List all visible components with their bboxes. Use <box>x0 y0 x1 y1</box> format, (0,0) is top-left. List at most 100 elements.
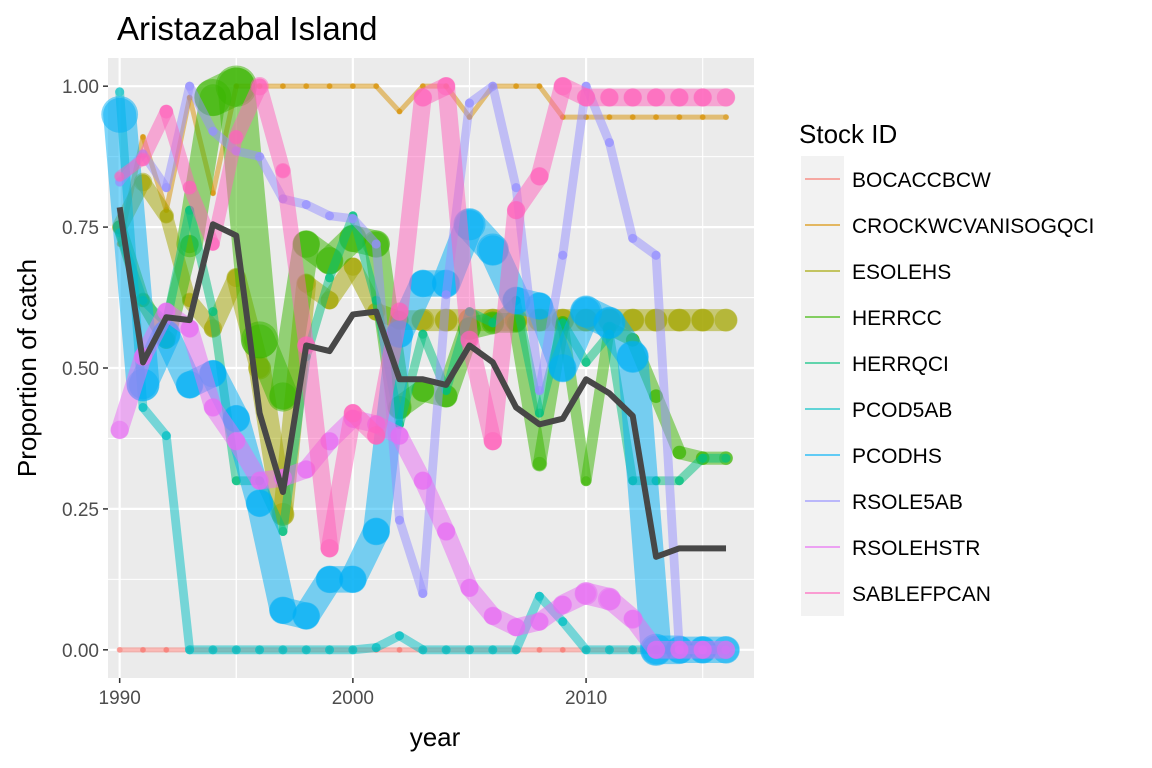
data-point <box>418 588 428 599</box>
legend-label: ESOLEHS <box>852 261 951 284</box>
chart-title: Aristazabal Island <box>117 10 377 47</box>
data-point <box>362 517 390 546</box>
y-axis-title: Proportion of catch <box>12 259 42 477</box>
legend: Stock ID BOCACCBCW CROCKWCVANISOGQCI ESOLE… <box>799 119 1094 616</box>
legend-label: SABLEFPCAN <box>852 583 991 606</box>
data-point <box>464 98 475 108</box>
series-segment <box>605 138 638 243</box>
series-segment <box>185 81 218 136</box>
data-point <box>441 290 451 300</box>
data-point <box>180 319 199 338</box>
data-point <box>413 471 433 490</box>
data-point <box>460 578 479 598</box>
data-point <box>418 329 428 339</box>
data-point <box>534 591 545 601</box>
data-point <box>699 114 706 121</box>
series-segment <box>558 81 591 260</box>
series-segment <box>348 214 381 249</box>
data-point <box>559 646 566 653</box>
legend-item-sablefpcan: SABLEFPCAN <box>801 570 991 616</box>
data-point <box>691 308 715 332</box>
data-point <box>581 357 591 367</box>
legend-label: BOCACCBCW <box>852 169 991 192</box>
legend-item-rsole5ab: RSOLE5AB <box>801 478 963 524</box>
aggregate-line <box>116 206 727 560</box>
data-point <box>616 340 649 373</box>
data-point <box>574 581 598 605</box>
data-point <box>343 257 363 276</box>
data-point <box>558 250 568 260</box>
data-point <box>600 88 619 107</box>
data-point <box>676 114 683 121</box>
data-point <box>530 167 549 186</box>
data-point <box>483 606 503 626</box>
data-point <box>418 645 428 655</box>
data-point <box>476 233 509 266</box>
data-point <box>278 645 288 655</box>
legend-title: Stock ID <box>799 119 897 149</box>
data-point <box>409 269 437 298</box>
series-segment <box>530 77 572 186</box>
data-point <box>276 163 290 178</box>
series-segment <box>511 295 544 418</box>
data-point <box>396 646 403 653</box>
data-point <box>651 250 661 260</box>
data-point <box>536 646 543 653</box>
data-point <box>534 408 545 418</box>
data-point <box>390 302 409 321</box>
data-point <box>534 385 545 396</box>
data-point <box>488 645 498 655</box>
data-point <box>530 612 549 631</box>
data-point <box>115 171 125 181</box>
data-point <box>115 87 125 97</box>
data-point <box>139 133 146 140</box>
data-point <box>159 208 174 223</box>
series-segment <box>246 490 297 624</box>
data-point <box>231 476 241 486</box>
data-point <box>245 489 274 518</box>
data-point <box>576 88 596 107</box>
data-point <box>278 526 288 537</box>
legend-item-herrqci: HERRQCI <box>801 340 949 386</box>
data-point <box>227 432 246 451</box>
data-point <box>649 389 663 404</box>
data-point <box>597 587 621 611</box>
data-point <box>646 88 666 107</box>
data-point <box>460 330 479 350</box>
data-point <box>163 646 170 653</box>
series-segment <box>297 336 339 558</box>
data-point <box>394 515 405 525</box>
x-tick-label: 2010 <box>565 688 607 709</box>
data-point <box>396 108 403 115</box>
legend-item-pcodhs: PCODHS <box>801 432 942 478</box>
series-segment <box>161 431 195 655</box>
data-point <box>208 126 218 136</box>
series-segment <box>437 522 479 597</box>
legend-item-pcod5ab: PCOD5AB <box>801 386 952 432</box>
data-point <box>324 211 335 221</box>
data-point <box>203 398 223 417</box>
series-segment <box>484 201 525 451</box>
data-point <box>411 379 435 403</box>
data-point <box>110 420 129 440</box>
data-point <box>511 645 521 655</box>
data-point <box>532 456 547 471</box>
data-point <box>558 617 568 627</box>
data-point <box>436 76 456 96</box>
legend-label: PCOD5AB <box>852 399 952 422</box>
data-point <box>301 645 311 655</box>
data-point <box>349 83 356 90</box>
data-point <box>366 426 386 445</box>
series-segment <box>628 233 661 260</box>
legend-label: HERRQCI <box>852 353 949 376</box>
data-point <box>628 233 638 243</box>
data-point <box>373 83 380 90</box>
legend-item-esolehs: ESOLEHS <box>801 248 951 294</box>
series-segment <box>508 315 548 472</box>
data-point <box>693 640 712 660</box>
y-tick-label: 0.25 <box>62 500 99 521</box>
series-segment <box>110 347 152 439</box>
series-segment <box>390 88 432 321</box>
data-point <box>269 596 297 625</box>
data-point <box>506 618 526 637</box>
